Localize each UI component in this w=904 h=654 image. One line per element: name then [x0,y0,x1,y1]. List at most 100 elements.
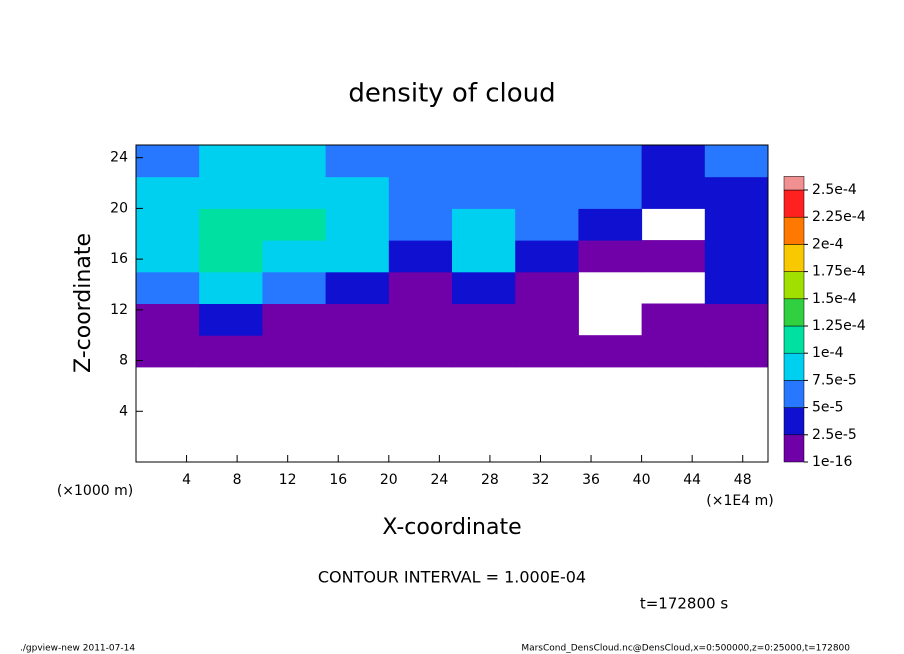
field-cell [199,240,263,273]
field-cell [262,240,327,273]
colorbar-box [783,298,805,327]
field-cell [136,240,200,273]
field-cell [325,271,390,304]
field-cell [704,176,769,209]
field-cell [515,335,579,368]
x-tick-label: 48 [734,472,752,488]
chart-title: density of cloud [348,79,555,109]
field-cell [704,335,769,368]
field-cell [262,271,327,304]
field-cell [136,208,200,241]
x-tick-label: 8 [233,472,242,488]
field-cell [136,176,200,209]
field-cell [136,271,200,304]
field-cell [515,176,579,209]
field-cell [388,240,453,273]
x-tick-label: 40 [633,472,651,488]
field-cell [578,240,643,273]
field [136,145,769,368]
x-tick-label: 12 [279,472,297,488]
field-cell [388,176,453,209]
y-tick-label: 24 [110,150,128,166]
field-cell [136,145,200,178]
field-cell [704,145,769,178]
field-cell [515,271,579,304]
x-tick-label: 32 [532,472,550,488]
field-cell [641,335,706,368]
field-cell [199,176,263,209]
field-cell [452,303,516,336]
field-cell [515,145,579,178]
field-cell [325,303,390,336]
colorbar-label: 1e-16 [812,454,852,470]
colorbar-box [783,407,805,436]
footer-left: ./gpview-new 2011-07-14 [20,644,135,654]
field-cell [704,240,769,273]
colorbar-label: 7.5e-5 [812,372,857,388]
x-tick-label: 44 [683,472,701,488]
field-cell [452,271,516,304]
colorbar-box [783,189,805,218]
field-cell [262,335,327,368]
field-cell [388,271,453,304]
field-cell [452,335,516,368]
field-cell [452,240,516,273]
field-cell [578,335,643,368]
field-cell [388,145,453,178]
field-cell [452,145,516,178]
colorbar-label: 5e-5 [812,400,843,416]
field-cell [325,208,390,241]
y-tick-label: 16 [110,251,128,267]
colorbar-box [783,244,805,272]
field-cell [325,240,390,273]
field-cell [136,303,200,336]
colorbar-box [783,271,805,300]
field-cell [641,303,706,336]
field-cell [515,240,579,273]
colorbar-box [783,176,805,191]
colorbar-label: 1.75e-4 [812,264,866,280]
field-cell [262,145,327,178]
x-tick-label: 36 [582,472,600,488]
field-cell [641,145,706,178]
field-cell [325,176,390,209]
y-tick-label: 4 [119,403,128,419]
colorbar-label: 1.5e-4 [812,291,857,307]
colorbar-label: 2.5e-5 [812,427,857,443]
colorbar-box [783,380,805,408]
colorbar-box [783,216,805,245]
colorbar-label: 2e-4 [812,236,844,252]
field-cell [199,303,263,336]
x-tick-label: 16 [329,472,347,488]
colorbar-label: 2.25e-4 [812,209,866,225]
y-tick-label: 8 [119,353,128,369]
x-tick-label: 4 [182,472,191,488]
field-cell [704,208,769,241]
footer-right: MarsCond_DensCloud.nc@DensCloud,x=0:5000… [521,644,850,654]
x-axis-label: X-coordinate [382,515,521,540]
field-cell [325,145,390,178]
field-cell [136,335,200,368]
field-cell [515,303,579,336]
field-cell [199,335,263,368]
colorbar-label: 1.25e-4 [812,318,866,334]
field-cell [452,208,516,241]
x-tick-label: 28 [481,472,499,488]
colorbar-label: 1e-4 [812,345,844,361]
time-note: t=172800 s [640,595,728,613]
field-cell [262,303,327,336]
x-tick-label: 24 [430,472,448,488]
x-tick-label: 20 [380,472,398,488]
colorbar-box [783,352,805,381]
field-cell [388,335,453,368]
field-cell [578,145,643,178]
colorbar-box [783,434,805,463]
plot-frame [135,144,769,463]
field-cell [515,208,579,241]
field-cell [199,145,263,178]
field-cell [704,303,769,336]
colorbar-label: 2.5e-4 [812,182,857,198]
y-unit: (×1000 m) [57,483,133,499]
field-cell [578,176,643,209]
